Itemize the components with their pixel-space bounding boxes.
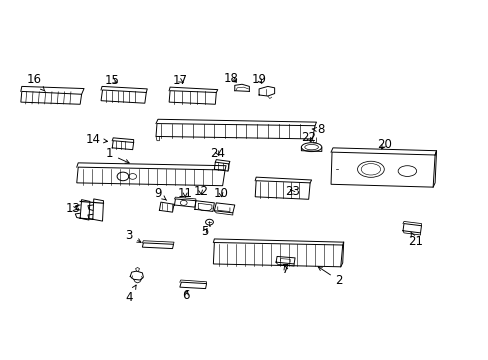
Text: 5: 5	[201, 225, 208, 238]
Text: 21: 21	[407, 232, 422, 248]
Text: 20: 20	[376, 138, 391, 151]
Text: 23: 23	[284, 185, 299, 198]
Polygon shape	[213, 243, 342, 267]
Text: 7: 7	[282, 263, 289, 276]
Polygon shape	[101, 90, 146, 103]
Text: 17: 17	[172, 74, 187, 87]
Polygon shape	[169, 91, 216, 104]
Text: 6: 6	[182, 288, 189, 302]
Text: 11: 11	[177, 187, 192, 200]
Text: 24: 24	[210, 147, 225, 160]
Text: 18: 18	[223, 72, 238, 85]
Text: 19: 19	[251, 73, 266, 86]
Text: 8: 8	[311, 123, 325, 136]
Text: 10: 10	[213, 187, 228, 200]
Text: 16: 16	[27, 73, 45, 91]
Polygon shape	[156, 123, 314, 139]
Polygon shape	[180, 282, 206, 289]
Polygon shape	[77, 167, 224, 186]
Text: 4: 4	[125, 285, 136, 304]
Text: 15: 15	[104, 74, 120, 87]
Polygon shape	[142, 243, 173, 249]
Text: 12: 12	[193, 185, 208, 198]
Text: 1: 1	[105, 148, 129, 163]
Text: 3: 3	[125, 229, 141, 242]
Polygon shape	[330, 152, 434, 187]
Text: 9: 9	[154, 187, 166, 200]
Text: 13: 13	[66, 202, 81, 215]
Text: 22: 22	[301, 131, 316, 144]
Polygon shape	[255, 181, 309, 199]
Polygon shape	[21, 91, 81, 104]
Text: 2: 2	[318, 267, 343, 287]
Text: 14: 14	[85, 133, 107, 146]
